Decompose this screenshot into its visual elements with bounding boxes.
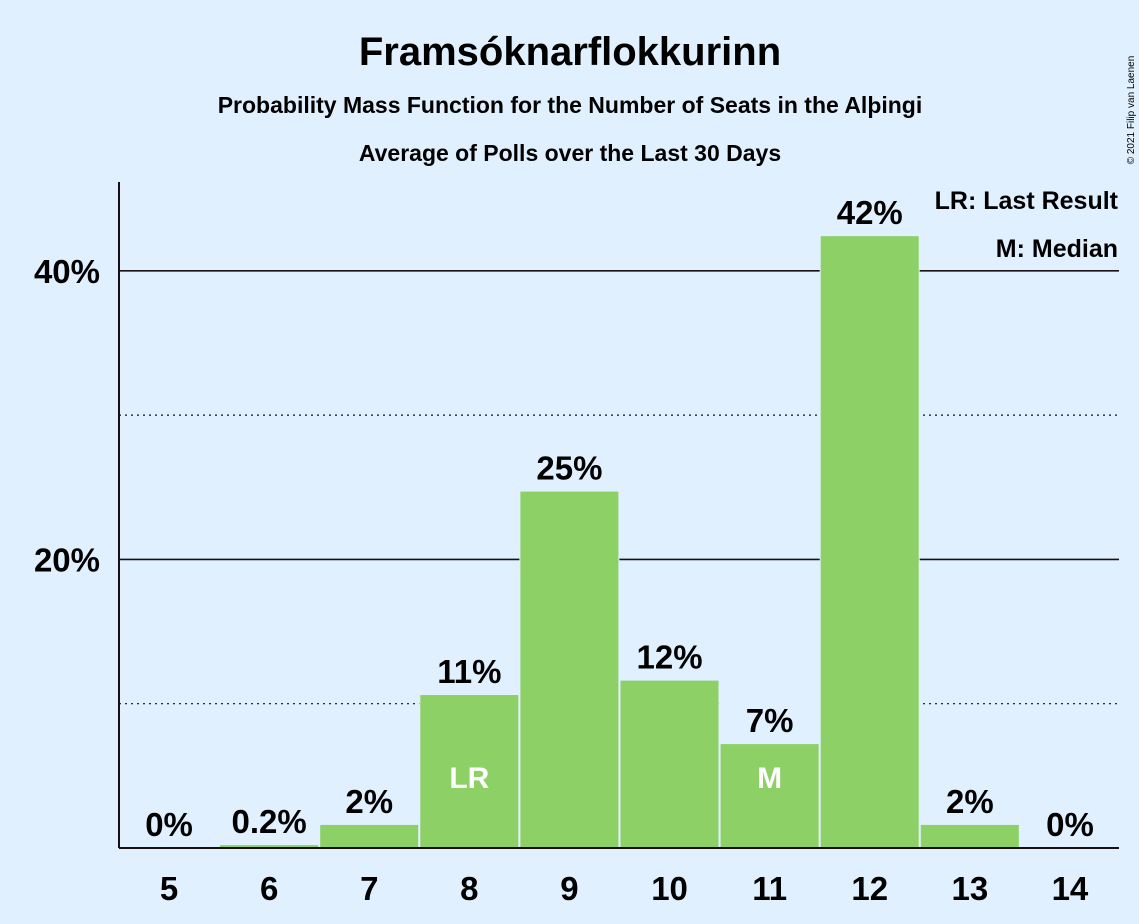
x-tick-label: 8 bbox=[460, 870, 478, 907]
copyright-notice: © 2021 Filip van Laenen bbox=[1126, 56, 1137, 165]
bar bbox=[220, 845, 319, 848]
data-label: 0.2% bbox=[232, 803, 307, 840]
bar bbox=[320, 824, 419, 848]
bar-marker-label: M bbox=[757, 762, 782, 795]
chart-subtitle: Probability Mass Function for the Number… bbox=[218, 92, 923, 118]
legend-item-last-result: LR: Last Result bbox=[935, 187, 1119, 215]
data-label: 12% bbox=[637, 639, 703, 676]
bar bbox=[620, 680, 719, 848]
bar bbox=[920, 824, 1019, 848]
data-label: 7% bbox=[746, 702, 794, 739]
data-labels: 0% 0.2% 2% 11% LR 25% 12% 7% M 42% 2% 0% bbox=[145, 194, 1094, 843]
y-tick-label: 20% bbox=[34, 541, 100, 578]
x-tick-label: 6 bbox=[260, 870, 278, 907]
legend-item-median: M: Median bbox=[996, 235, 1118, 263]
y-tick-label: 40% bbox=[34, 253, 100, 290]
x-axis-ticks: 5 6 7 8 9 10 11 12 13 14 bbox=[160, 870, 1089, 907]
x-tick-label: 12 bbox=[851, 870, 888, 907]
bar bbox=[420, 695, 519, 848]
x-tick-label: 5 bbox=[160, 870, 178, 907]
x-tick-label: 10 bbox=[651, 870, 688, 907]
data-label: 0% bbox=[1046, 806, 1094, 843]
x-tick-label: 9 bbox=[560, 870, 578, 907]
bar-marker-label: LR bbox=[449, 762, 489, 795]
chart-subtitle-2: Average of Polls over the Last 30 Days bbox=[359, 140, 781, 166]
bar bbox=[820, 236, 919, 849]
data-label: 2% bbox=[345, 783, 393, 820]
data-label: 25% bbox=[536, 450, 602, 487]
axes bbox=[118, 182, 1119, 849]
bars bbox=[219, 186, 1020, 849]
data-label: 42% bbox=[837, 194, 903, 231]
bar bbox=[520, 491, 619, 848]
legend: LR: Last Result M: Median bbox=[935, 187, 1119, 263]
chart-title: Framsóknarflokkurinn bbox=[359, 30, 781, 74]
data-label: 2% bbox=[946, 783, 994, 820]
bar-label-backdrop bbox=[219, 795, 320, 848]
bar bbox=[720, 744, 819, 848]
data-label: 11% bbox=[437, 653, 501, 690]
data-label: 0% bbox=[145, 806, 193, 843]
x-tick-label: 11 bbox=[752, 870, 787, 907]
x-tick-label: 13 bbox=[951, 870, 988, 907]
x-tick-label: 7 bbox=[360, 870, 378, 907]
y-axis-ticks: 20% 40% bbox=[34, 253, 100, 579]
x-tick-label: 14 bbox=[1052, 870, 1089, 907]
